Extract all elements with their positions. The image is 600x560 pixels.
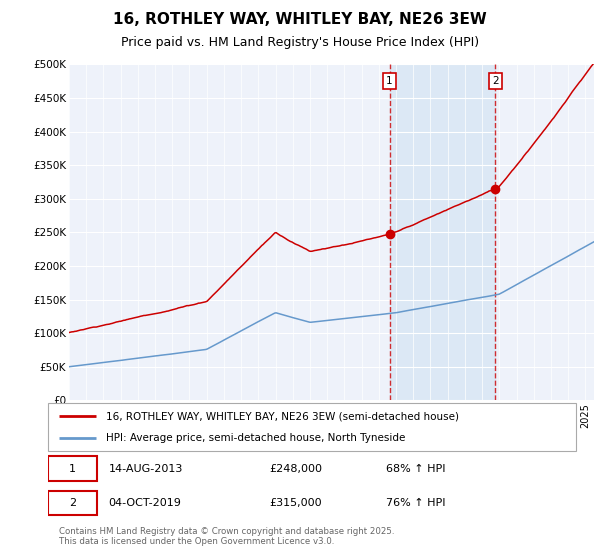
- Text: 14-AUG-2013: 14-AUG-2013: [109, 464, 183, 474]
- Text: £248,000: £248,000: [270, 464, 323, 474]
- Text: 1: 1: [386, 76, 393, 86]
- Text: 68% ↑ HPI: 68% ↑ HPI: [386, 464, 445, 474]
- Text: HPI: Average price, semi-detached house, North Tyneside: HPI: Average price, semi-detached house,…: [106, 433, 406, 443]
- Text: 2: 2: [69, 498, 76, 508]
- Text: 1: 1: [70, 464, 76, 474]
- Bar: [389, 64, 496, 400]
- FancyBboxPatch shape: [48, 403, 576, 451]
- Text: 16, ROTHLEY WAY, WHITLEY BAY, NE26 3EW: 16, ROTHLEY WAY, WHITLEY BAY, NE26 3EW: [113, 12, 487, 27]
- Text: 2: 2: [492, 76, 499, 86]
- FancyBboxPatch shape: [48, 491, 97, 515]
- Text: Contains HM Land Registry data © Crown copyright and database right 2025.
This d: Contains HM Land Registry data © Crown c…: [59, 526, 394, 546]
- FancyBboxPatch shape: [48, 456, 97, 481]
- Text: 76% ↑ HPI: 76% ↑ HPI: [386, 498, 445, 508]
- Text: 16, ROTHLEY WAY, WHITLEY BAY, NE26 3EW (semi-detached house): 16, ROTHLEY WAY, WHITLEY BAY, NE26 3EW (…: [106, 411, 459, 421]
- Text: £315,000: £315,000: [270, 498, 322, 508]
- Text: Price paid vs. HM Land Registry's House Price Index (HPI): Price paid vs. HM Land Registry's House …: [121, 36, 479, 49]
- Text: 04-OCT-2019: 04-OCT-2019: [109, 498, 182, 508]
